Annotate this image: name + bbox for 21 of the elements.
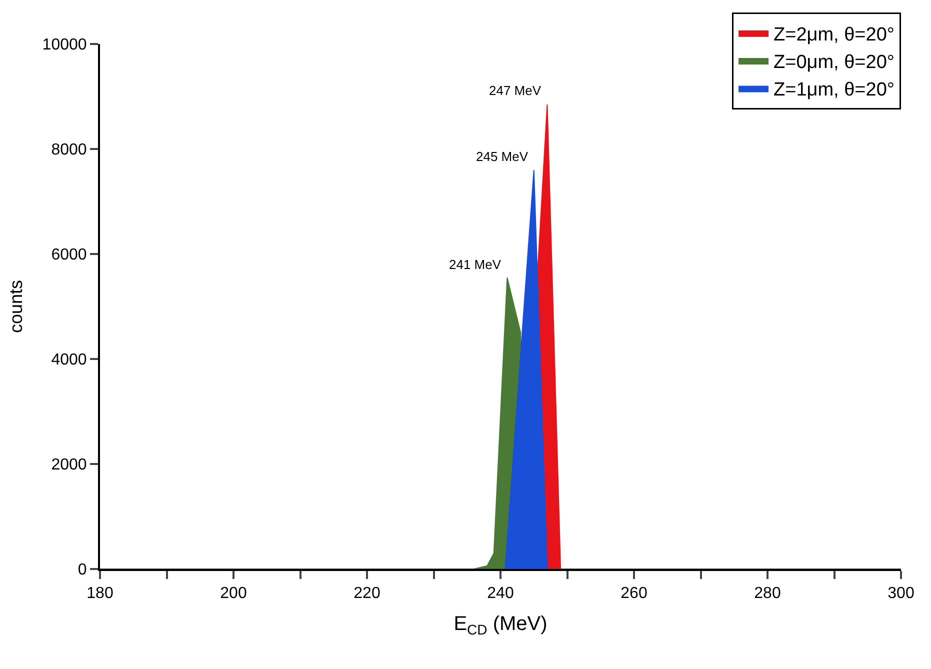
legend-label: Z=0μm, θ=20° bbox=[774, 52, 894, 73]
x-tick-label: 220 bbox=[354, 585, 380, 602]
x-tick-label: 300 bbox=[888, 585, 914, 602]
y-tick-label: 4000 bbox=[51, 352, 87, 369]
y-tick-label: 2000 bbox=[51, 456, 87, 474]
annotation: 241 MeV bbox=[449, 257, 502, 272]
y-axis-title: counts bbox=[6, 280, 26, 334]
y-tick-label: 0 bbox=[78, 562, 87, 579]
x-tick-label: 240 bbox=[487, 585, 514, 602]
x-tick-label: 180 bbox=[86, 585, 114, 602]
y-tick-label: 10000 bbox=[42, 36, 87, 54]
x-tick-label: 200 bbox=[220, 585, 247, 602]
legend-label: Z=1μm, θ=20° bbox=[774, 80, 894, 101]
x-axis-title: E$_{CD}$ (MeV) bbox=[454, 613, 548, 638]
y-tick-label: 6000 bbox=[51, 246, 87, 264]
y-tick-label: 8000 bbox=[51, 142, 87, 159]
annotation: 247 MeV bbox=[489, 83, 542, 98]
legend-label: Z=2μm, θ=20° bbox=[774, 24, 894, 46]
x-tick-label: 280 bbox=[754, 585, 781, 602]
annotation: 245 MeV bbox=[476, 149, 528, 164]
x-tick-label: 260 bbox=[620, 585, 648, 602]
